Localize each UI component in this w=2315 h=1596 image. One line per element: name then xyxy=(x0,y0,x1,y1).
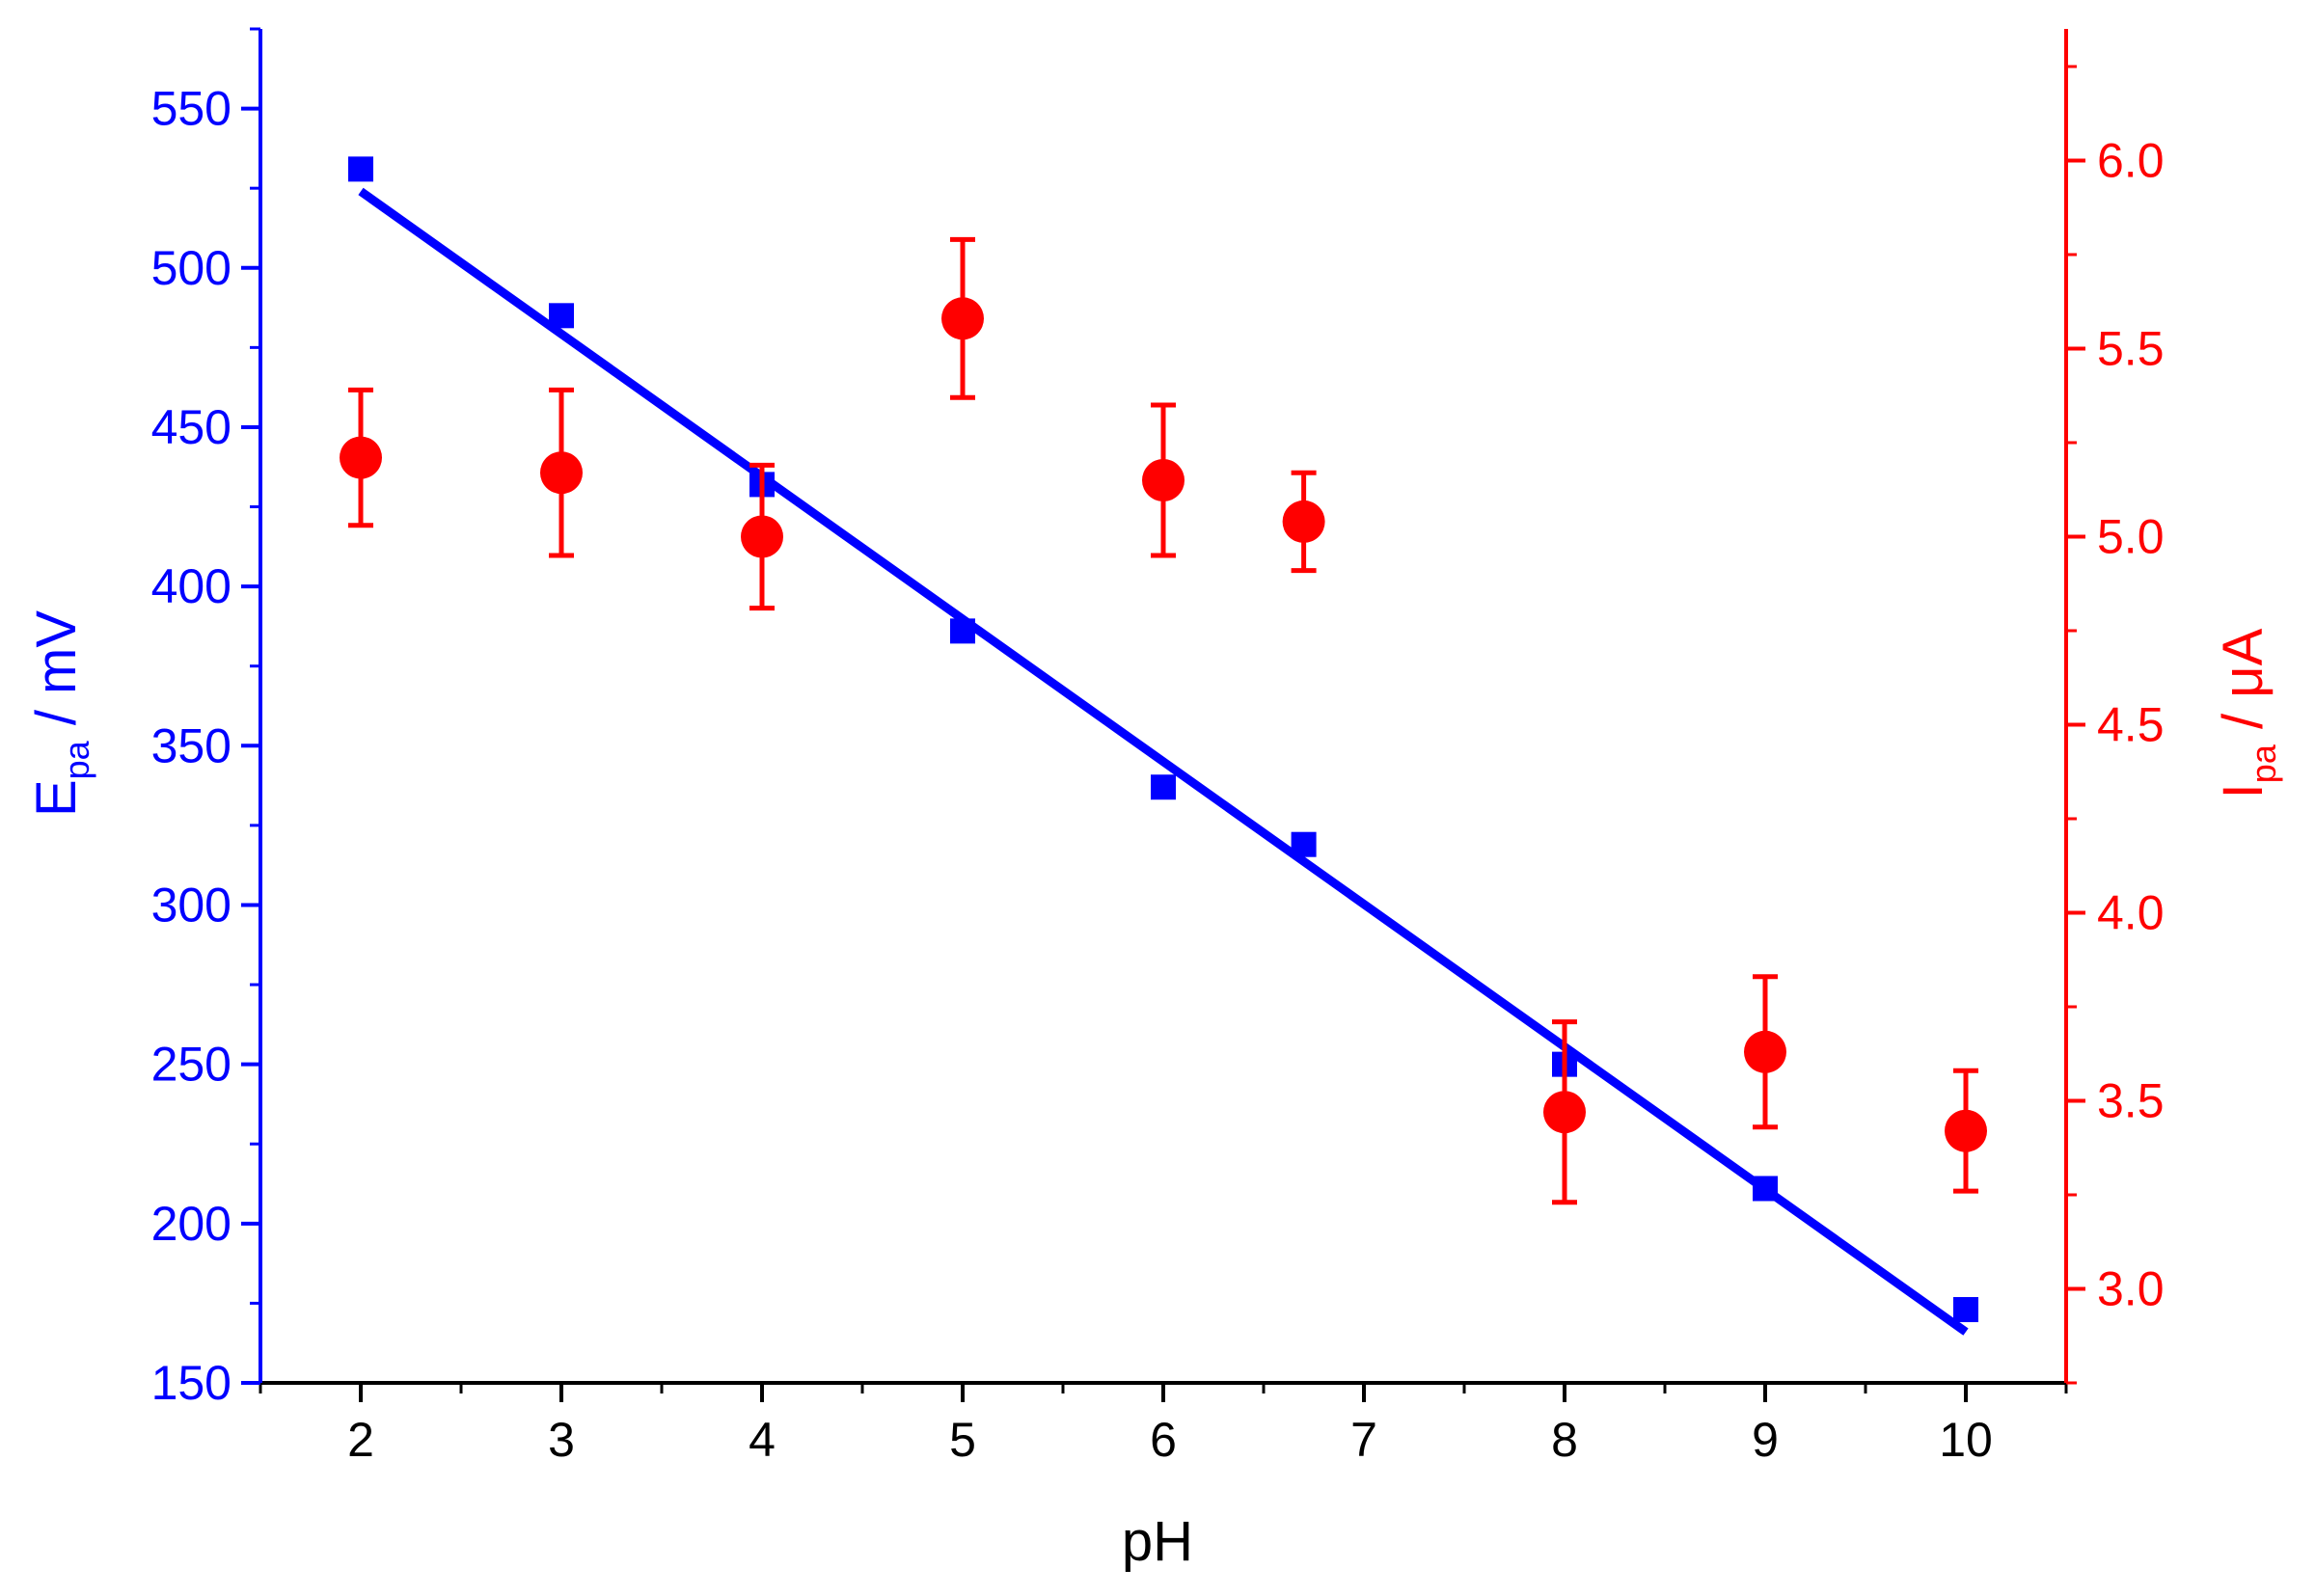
y-left-title-unit: / mV xyxy=(25,610,88,742)
ipa-point xyxy=(1744,1030,1786,1073)
epa-point xyxy=(348,156,373,182)
ipa-point xyxy=(941,297,984,340)
y-left-tick-label: 450 xyxy=(151,400,232,454)
x-tick-label: 7 xyxy=(1350,1413,1377,1467)
y-left-tick-label: 200 xyxy=(151,1197,232,1251)
y-right-tick-label: 4.5 xyxy=(2097,698,2165,752)
x-tick-label: 2 xyxy=(347,1413,374,1467)
x-tick-label: 3 xyxy=(548,1413,575,1467)
y-right-title-main: I xyxy=(2212,783,2274,798)
y-left-tick-label: 500 xyxy=(151,241,232,295)
epa-point xyxy=(1151,774,1176,800)
epa-point xyxy=(549,303,574,329)
ipa-point xyxy=(1142,459,1185,501)
ipa-point xyxy=(741,515,783,558)
y-right-axis-title: Ipa / μA xyxy=(2212,628,2283,798)
y-right-tick-label: 5.5 xyxy=(2097,322,2165,376)
y-right-tick-label: 5.0 xyxy=(2097,510,2165,564)
y-left-tick-label: 350 xyxy=(151,718,232,772)
epa-point xyxy=(1953,1297,1978,1323)
y-left-tick-label: 300 xyxy=(151,878,232,932)
ipa-point xyxy=(1945,1109,1987,1152)
y-left-axis-title: Epa / mV xyxy=(25,610,96,817)
y-right-tick-label: 4.0 xyxy=(2097,886,2165,940)
epa-point xyxy=(1753,1176,1778,1202)
ipa-point xyxy=(1282,500,1325,543)
epa-point xyxy=(1291,831,1317,857)
y-right-title-unit: / μA xyxy=(2212,628,2274,744)
epa-point xyxy=(950,618,975,644)
x-tick-label: 8 xyxy=(1551,1413,1578,1467)
x-tick-label: 5 xyxy=(949,1413,976,1467)
y-left-tick-label: 550 xyxy=(151,82,232,136)
x-tick-label: 6 xyxy=(1150,1413,1177,1467)
y-left-tick-label: 400 xyxy=(151,559,232,613)
y-right-axis: 3.0 3.5 4.0 4.5 5.0 5.5 6.0 xyxy=(2066,65,2165,1385)
ipa-point xyxy=(1543,1091,1586,1134)
x-tick-label: 9 xyxy=(1752,1413,1779,1467)
x-axis: 2 3 4 5 6 7 8 9 10 xyxy=(259,1383,2068,1467)
ipa-point xyxy=(540,451,583,495)
x-tick-label: 10 xyxy=(1939,1413,1993,1467)
x-axis-title: pH xyxy=(1122,1510,1193,1573)
y-left-tick-label: 150 xyxy=(151,1356,232,1410)
series-layer xyxy=(340,156,1987,1336)
y-right-title-sub: pa xyxy=(2244,744,2283,783)
y-left-tick-label: 250 xyxy=(151,1038,232,1092)
y-left-title-sub: pa xyxy=(57,740,96,779)
y-right-tick-label: 3.5 xyxy=(2097,1074,2165,1128)
ipa-point xyxy=(340,436,382,479)
y-right-tick-label: 6.0 xyxy=(2097,134,2165,188)
y-left-axis: 150 200 250 300 350 400 450 500 550 xyxy=(151,27,260,1410)
y-left-title-main: E xyxy=(25,779,88,817)
x-tick-label: 4 xyxy=(749,1413,776,1467)
y-right-tick-label: 3.0 xyxy=(2097,1262,2165,1316)
fit-line xyxy=(358,187,1969,1336)
